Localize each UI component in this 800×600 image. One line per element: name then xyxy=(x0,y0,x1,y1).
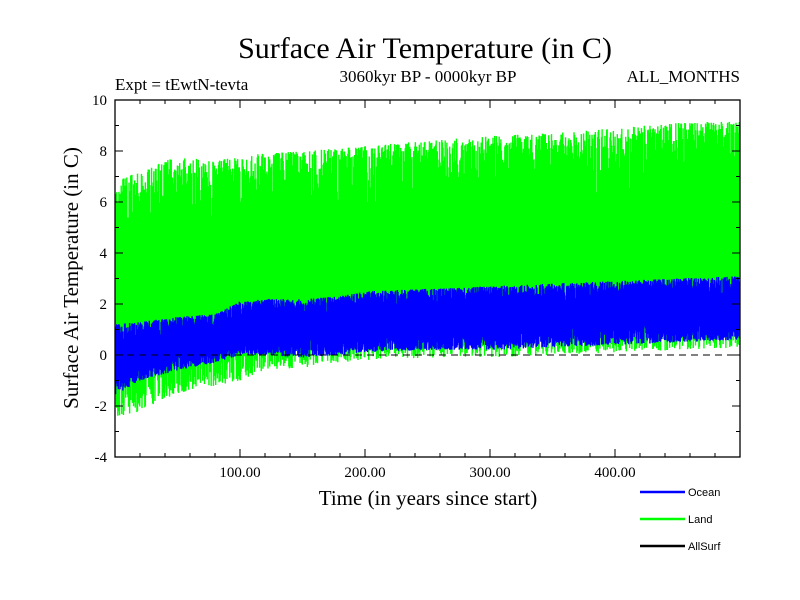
x-axis-label: Time (in years since start) xyxy=(319,486,538,510)
legend-label-land: Land xyxy=(688,514,712,526)
y-tick-label: 10 xyxy=(92,93,107,109)
y-tick-label: -2 xyxy=(95,399,108,415)
y-tick-label: 4 xyxy=(100,246,108,262)
y-tick-label: 8 xyxy=(100,144,108,160)
series-land xyxy=(115,121,740,416)
x-tick-label: 100.00 xyxy=(219,465,260,481)
y-tick-label: -4 xyxy=(95,450,108,466)
legend: Ocean Land AllSurf xyxy=(640,487,721,553)
x-tick-label: 400.00 xyxy=(594,465,635,481)
legend-label-ocean: Ocean xyxy=(688,487,720,499)
axis-ticks: -4 -2 0 2 4 6 8 10 100.00 200.00 300.00 400.00 xyxy=(92,93,740,481)
legend-label-allsurf: AllSurf xyxy=(688,541,721,553)
experiment-label: Expt = tEwtN-tevta xyxy=(115,75,249,94)
period-label: 3060kyr BP - 0000kyr BP xyxy=(340,67,517,86)
chart-title: Surface Air Temperature (in C) xyxy=(238,32,612,65)
y-tick-label: 0 xyxy=(100,348,108,364)
plot-area xyxy=(115,121,740,416)
series-envelope-ocean xyxy=(115,276,740,395)
y-tick-label: 2 xyxy=(100,297,108,313)
y-tick-label: 6 xyxy=(100,195,108,211)
series-envelope-land xyxy=(115,121,740,416)
x-tick-label: 200.00 xyxy=(344,465,385,481)
series-ocean xyxy=(115,276,740,395)
y-axis-label: Surface Air Temperature (in C) xyxy=(59,147,83,409)
x-tick-label: 300.00 xyxy=(469,465,510,481)
months-label: ALL_MONTHS xyxy=(627,67,740,86)
